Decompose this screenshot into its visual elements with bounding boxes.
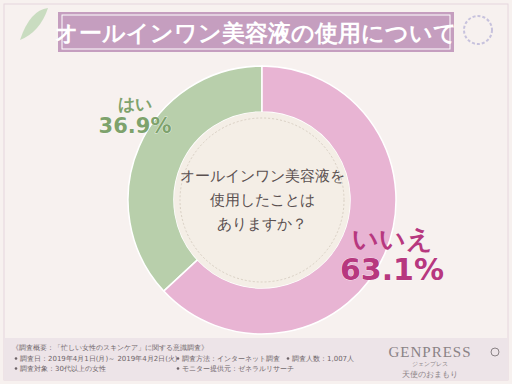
logo-mark [491, 348, 499, 356]
decor-leaf [20, 8, 48, 40]
logo-reading: ジェンプレス [412, 360, 448, 367]
footer-item: 調査方法：インターネット調査 [182, 355, 280, 363]
logo-name: GENPRESS [388, 344, 471, 360]
donut-slice [164, 66, 396, 334]
frame [4, 4, 508, 380]
donut [128, 66, 396, 334]
footer-bullet [15, 367, 18, 370]
decor-flower [464, 16, 492, 44]
footer-item: 調査人数：1,007人 [292, 355, 354, 363]
title: オールインワン美容液の使用について [55, 20, 457, 46]
background [0, 0, 512, 384]
footer-item: モニター提供元：ゼネラルリサーチ [182, 365, 294, 373]
center-question: ありますか？ [217, 215, 307, 233]
footer-heading: 《調査概要：「忙しい女性のスキンケア」に関する意識調査》 [12, 344, 208, 352]
footer-item: 調査対象：30代以上の女性 [20, 365, 106, 373]
footer-band [4, 338, 508, 380]
center-question: 使用したことは [210, 191, 315, 209]
category-label: はい [118, 94, 152, 114]
chart-root: オールインワン美容液の使用についてオールインワン美容液を使用したことはありますか… [0, 0, 512, 384]
data-label: 63.1% [340, 252, 444, 287]
logo-tagline: 天使のおまもり [402, 370, 458, 379]
footer-bullet [177, 357, 180, 360]
center-question: オールインワン美容液を [180, 167, 345, 185]
footer-bullet [287, 357, 290, 360]
footer-bullet [15, 357, 18, 360]
center-ring [180, 118, 344, 282]
center-disc [174, 112, 350, 288]
data-label: 36.9% [99, 114, 172, 138]
footer-item: 調査日：2019年4月1日(月)～ 2019年4月2日(火) [20, 355, 178, 363]
footer-bullet [177, 367, 180, 370]
category-label: いいえ [352, 224, 433, 254]
